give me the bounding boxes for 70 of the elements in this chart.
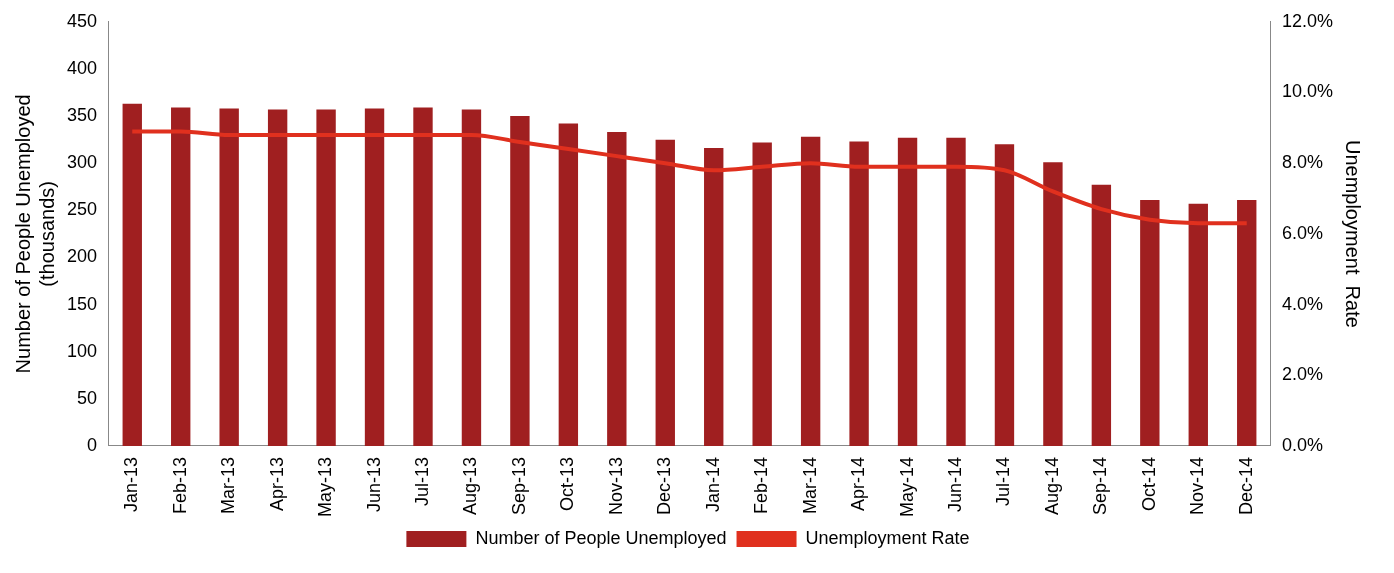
x-tick-label: Jul-14	[993, 456, 1014, 507]
x-tick-label: Jul-13	[411, 456, 432, 507]
x-tick-label: Apr-13	[266, 456, 287, 512]
bar	[413, 107, 433, 446]
x-tick-label: Feb-13	[169, 456, 190, 515]
bar	[800, 136, 821, 446]
y-tick-label: 200	[66, 246, 98, 267]
bar	[1237, 199, 1257, 446]
bar	[122, 103, 142, 446]
x-tick-label: Dec-14	[1235, 456, 1256, 516]
bar	[558, 123, 579, 446]
y-tick-label: 450	[66, 10, 98, 31]
y2-tick-label: 6.0%	[1281, 222, 1323, 243]
x-tick-label: Sep-13	[508, 456, 529, 516]
y2-tick-label: 2.0%	[1281, 364, 1323, 385]
x-tick-label: Nov-14	[1187, 456, 1208, 516]
x-tick-label: Sep-14	[1090, 456, 1111, 516]
bar	[752, 142, 772, 446]
x-tick-label: Jan-14	[702, 456, 723, 513]
bar	[219, 108, 239, 446]
y-tick-label: 300	[66, 152, 98, 173]
y-tick-label: 250	[66, 199, 98, 220]
x-tick-label: Oct-14	[1138, 456, 1159, 512]
bar	[849, 141, 869, 446]
x-tick-label: Jun-14	[944, 456, 965, 513]
y-tick-label: 0	[87, 434, 98, 455]
bar	[1140, 199, 1160, 446]
x-tick-label: Dec-13	[654, 456, 675, 516]
bar	[364, 108, 385, 446]
y-tick-label: 100	[66, 340, 98, 361]
legend-label: Unemployment Rate	[805, 527, 970, 548]
bar	[316, 109, 336, 446]
bar	[267, 109, 288, 446]
bar	[1043, 162, 1063, 446]
y-tick-label: 150	[66, 293, 98, 314]
y2-tick-label: 12.0%	[1281, 10, 1334, 31]
x-tick-label: Apr-14	[848, 456, 869, 512]
y-tick-label: 350	[66, 105, 98, 126]
bar	[607, 132, 627, 446]
y2-tick-label: 8.0%	[1281, 152, 1323, 173]
y2-tick-label: 10.0%	[1281, 81, 1334, 102]
x-tick-label: Nov-13	[605, 456, 626, 516]
y2-axis-title: Unemployment Rate	[1342, 139, 1365, 328]
legend-label: Number of People Unemployed	[475, 527, 727, 548]
x-tick-label: May-13	[315, 456, 336, 518]
x-tick-label: Aug-13	[460, 456, 481, 516]
bar	[946, 137, 966, 446]
bar	[510, 116, 530, 446]
bar	[1091, 184, 1112, 446]
x-tick-label: May-14	[896, 456, 917, 518]
x-tick-label: Oct-13	[557, 456, 578, 512]
bar	[704, 148, 724, 446]
y-axis-title: Number of People Unemployed (thousands)	[11, 94, 58, 374]
y2-tick-label: 0.0%	[1281, 434, 1323, 455]
bar	[994, 144, 1015, 446]
line-series	[130, 129, 1249, 226]
bar	[897, 137, 918, 446]
x-tick-label: Feb-14	[751, 456, 772, 515]
bar	[655, 139, 675, 446]
x-tick-label: Mar-13	[218, 456, 239, 514]
y-tick-label: 400	[66, 57, 98, 78]
x-tick-label: Mar-14	[799, 456, 820, 514]
bar	[461, 109, 482, 446]
x-tick-label: Jun-13	[363, 456, 384, 513]
bar	[1188, 203, 1208, 446]
x-tick-label: Jan-13	[121, 456, 142, 513]
y2-tick-label: 4.0%	[1281, 293, 1323, 314]
x-tick-label: Aug-14	[1041, 456, 1062, 516]
bar	[171, 107, 191, 446]
y-tick-label: 50	[77, 387, 98, 408]
